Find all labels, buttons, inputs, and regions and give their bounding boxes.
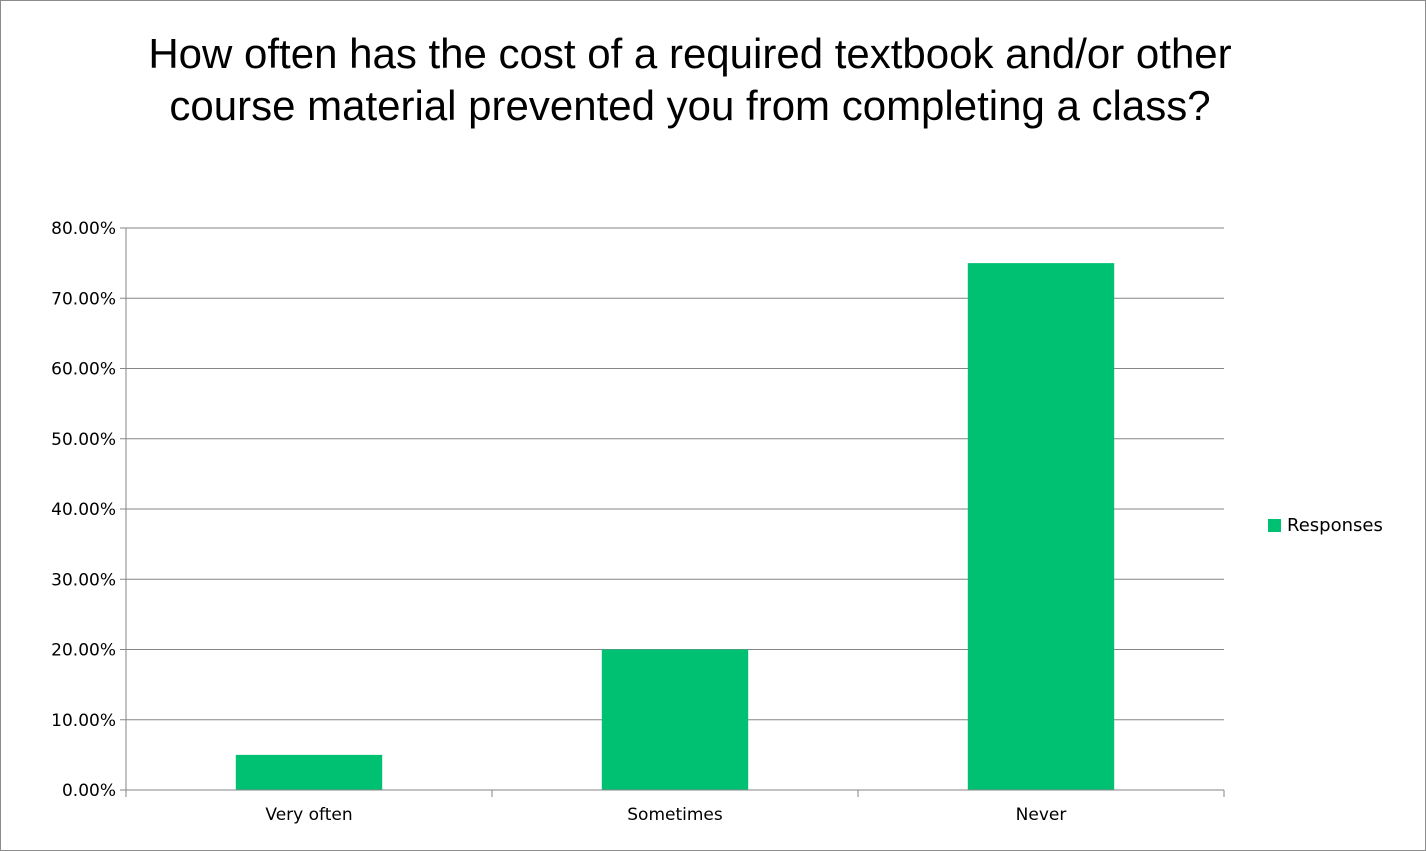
- bar-never: [968, 263, 1114, 790]
- y-tick-label: 60.00%: [51, 360, 116, 380]
- x-tick-label: Sometimes: [627, 805, 723, 825]
- legend-label-responses: Responses: [1287, 515, 1383, 536]
- y-tick-labels: 0.00% 10.00% 20.00% 30.00% 40.00% 50.00% 60.00…: [51, 219, 116, 801]
- bar-sometimes: [602, 650, 748, 791]
- y-tick-label: 0.00%: [62, 781, 116, 801]
- y-tick-label: 30.00%: [51, 570, 116, 590]
- x-tick-labels: Very often Sometimes Never: [265, 805, 1066, 825]
- y-tick-label: 70.00%: [51, 289, 116, 309]
- y-tick-label: 20.00%: [51, 641, 116, 661]
- y-tick-label: 10.00%: [51, 711, 116, 731]
- x-tick-label: Very often: [265, 805, 352, 825]
- y-tick-label: 40.00%: [51, 500, 116, 520]
- bars: [236, 263, 1114, 790]
- legend-swatch-responses: [1268, 519, 1281, 532]
- bar-very-often: [236, 755, 382, 790]
- x-tick-label: Never: [1016, 805, 1067, 825]
- legend: Responses: [1268, 515, 1383, 536]
- y-tick-label: 50.00%: [51, 430, 116, 450]
- y-tick-label: 80.00%: [51, 219, 116, 239]
